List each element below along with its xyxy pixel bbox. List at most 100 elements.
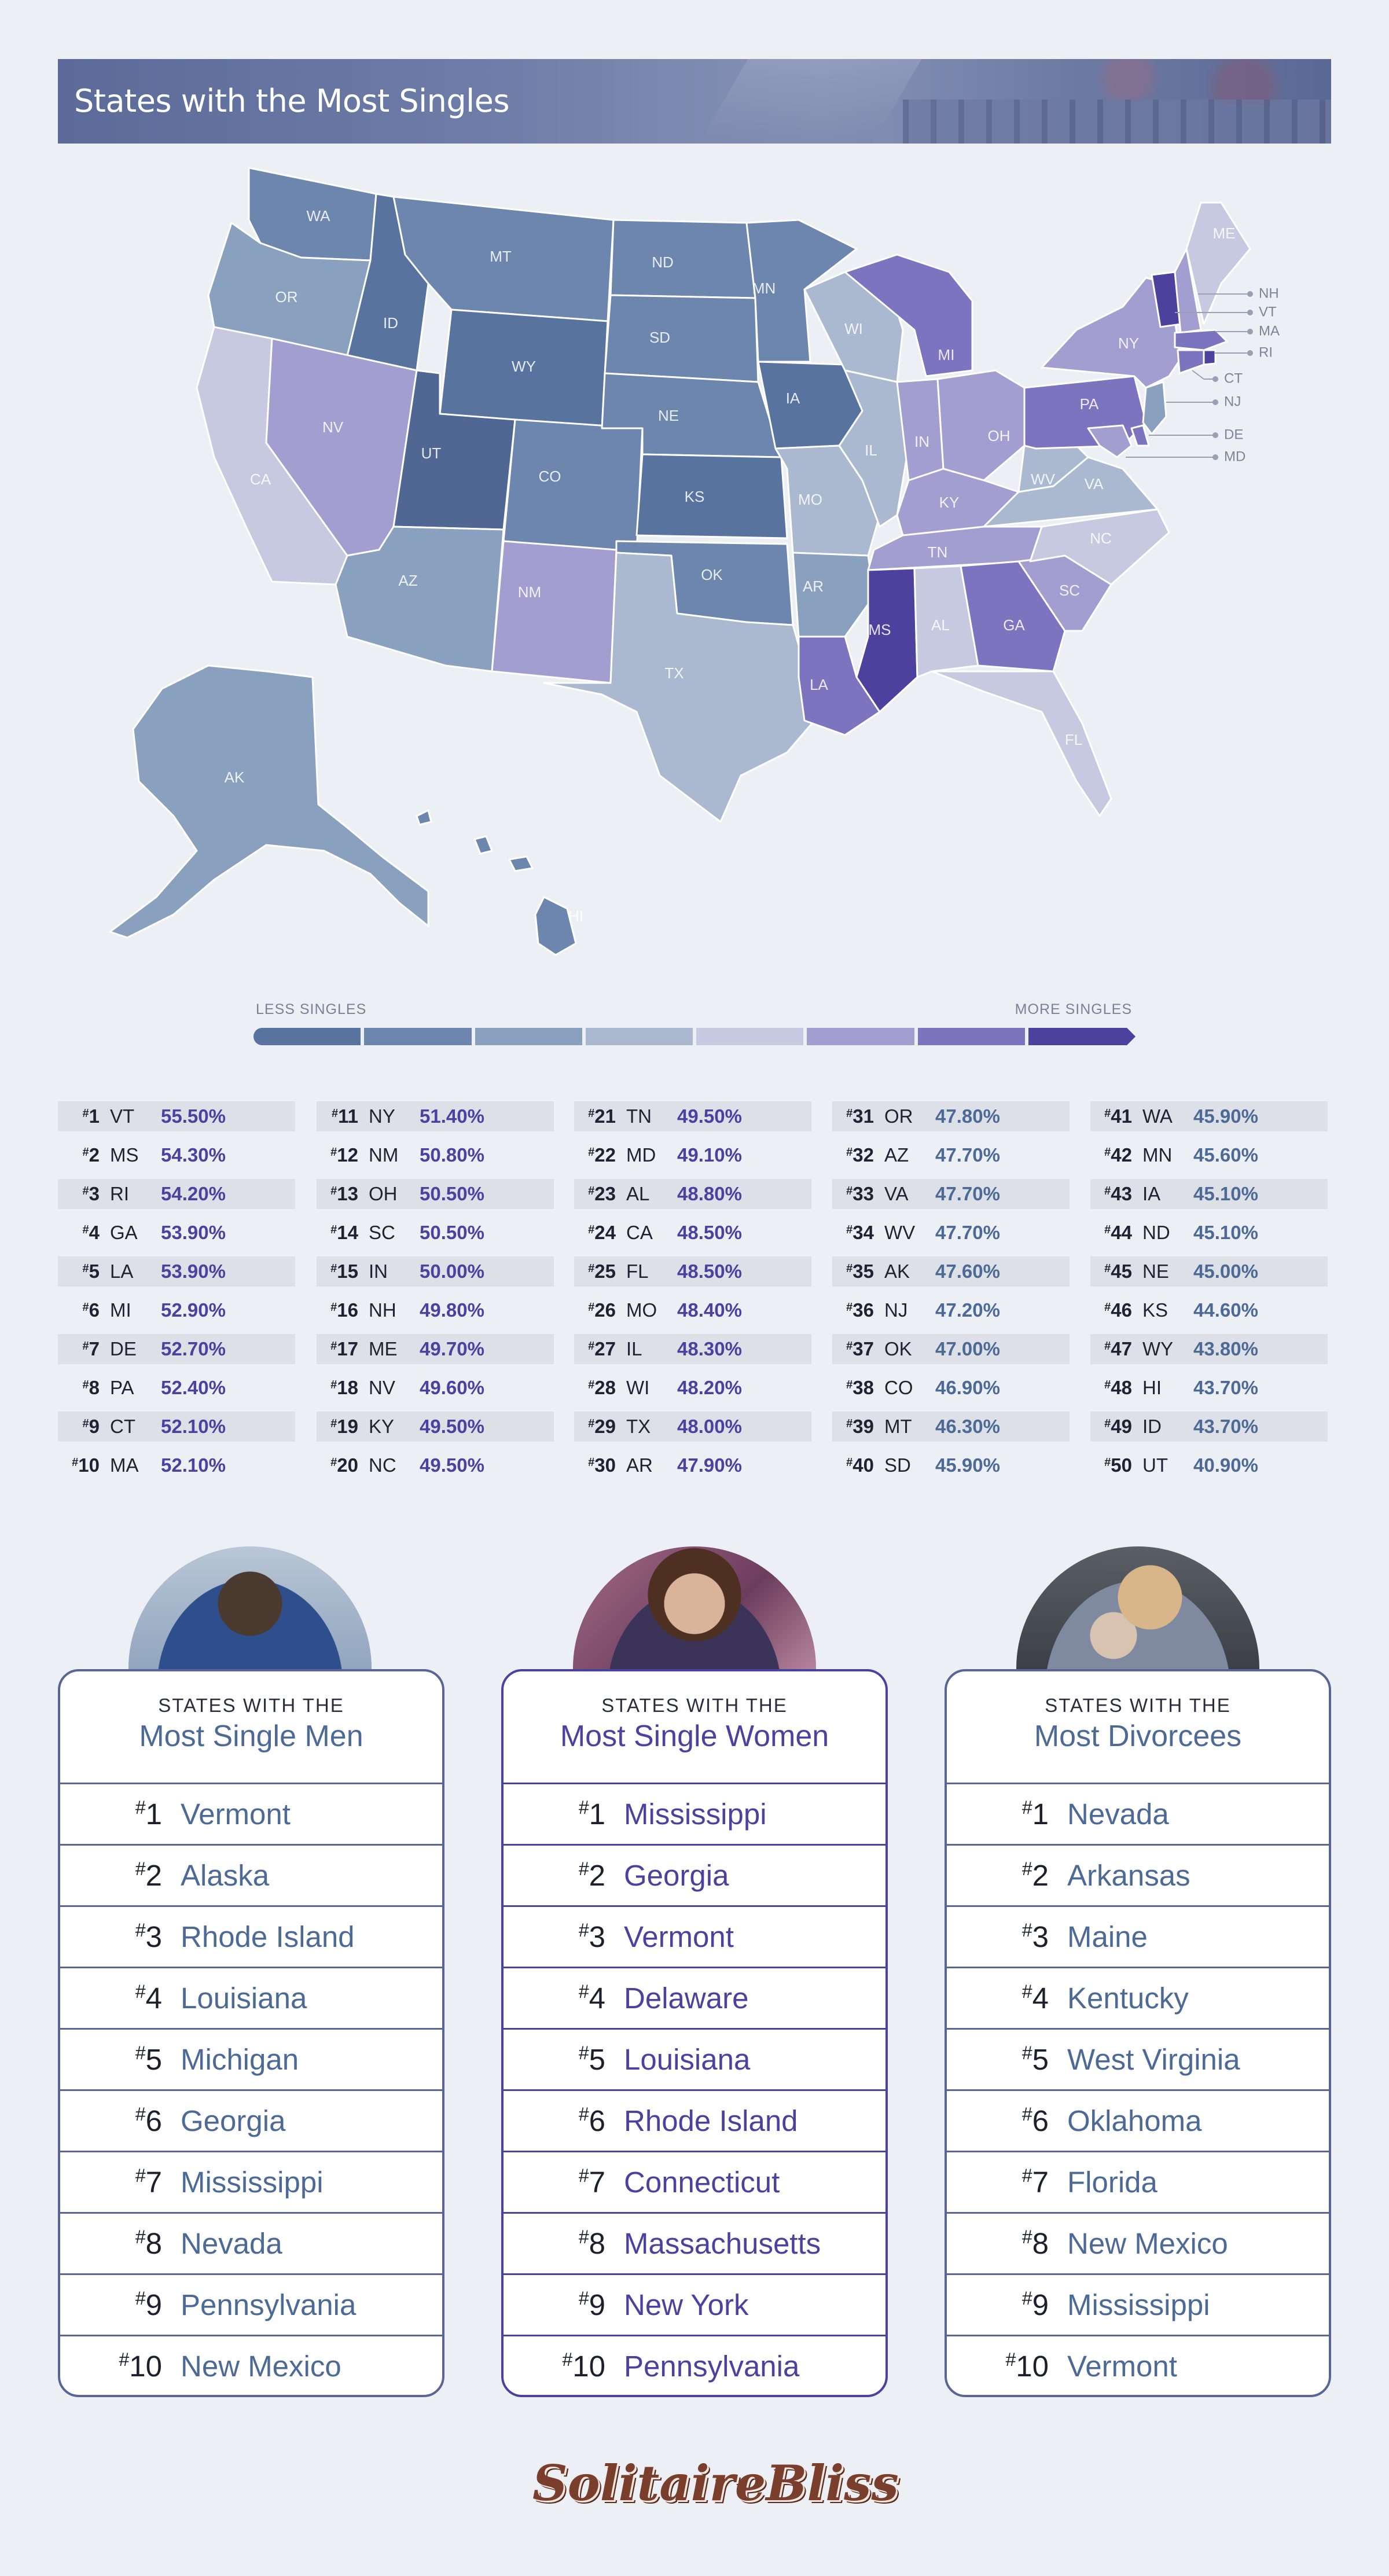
map-label-il: IL [865, 442, 877, 459]
rank-number: #9 [82, 1416, 100, 1437]
single-woman-photo [573, 1546, 816, 1674]
singles-percentage: 48.50% [677, 1261, 742, 1282]
rank-number: #43 [1104, 1183, 1132, 1204]
singles-percentage: 52.10% [161, 1454, 226, 1476]
ranking-grid: #1 VT 55.50% #2 MS 54.30% #3 RI 54.20% #4 GA 53.90%… [58, 1101, 1331, 1476]
solitaire-bliss-logo[interactable]: SolitaireBliss [532, 2454, 899, 2512]
ranking-row: #11 NY 51.40% [317, 1101, 554, 1131]
card-list-item: #8 New Mexico [947, 2212, 1329, 2273]
state-nj [1142, 381, 1167, 435]
card-list-item: #6 Rhode Island [504, 2089, 885, 2151]
ranking-row: #49 ID 43.70% [1090, 1412, 1328, 1442]
state-oh [936, 369, 1026, 482]
rank-number: #49 [1104, 1416, 1132, 1437]
card-rank: #9 [1021, 2288, 1049, 2321]
card-rank: #2 [578, 1858, 605, 1892]
rank-number: #36 [846, 1299, 874, 1321]
map-label-mt: MT [490, 248, 512, 265]
singles-percentage: 52.70% [161, 1338, 226, 1359]
ranking-row: #29 TX 48.00% [574, 1412, 811, 1442]
rank-number: #48 [1104, 1377, 1132, 1398]
singles-percentage: 48.20% [677, 1377, 742, 1398]
legend-less-label: LESS SINGLES [256, 1001, 367, 1017]
card-women-title: Most Single Women [560, 1719, 829, 1753]
singles-percentage: 45.90% [1193, 1105, 1258, 1127]
state-co [502, 418, 644, 554]
card-state-name: Kentucky [1067, 1982, 1189, 2015]
singles-percentage: 45.10% [1193, 1183, 1258, 1204]
map-label-la: LA [810, 676, 828, 693]
singles-percentage: 54.30% [161, 1144, 226, 1166]
singles-percentage: 47.60% [935, 1261, 1000, 1282]
card-state-name: Mississippi [624, 1798, 767, 1831]
map-label-wv: WV [1031, 471, 1056, 488]
card-rank: #6 [1021, 2104, 1049, 2137]
ranking-row: #24 CA 48.50% [574, 1218, 811, 1248]
state-code: OH [369, 1183, 398, 1204]
rank-number: #22 [588, 1144, 616, 1166]
rank-number: #44 [1104, 1222, 1132, 1243]
callout-md: MD [1224, 449, 1245, 464]
banner-trees-image [1042, 59, 1331, 105]
rank-number: #41 [1104, 1105, 1132, 1127]
rank-number: #2 [82, 1144, 100, 1166]
card-list-item: #1 Mississippi [504, 1783, 885, 1844]
divorcee-photo [1016, 1546, 1259, 1674]
state-code: MO [626, 1299, 657, 1321]
state-code: KS [1142, 1299, 1168, 1321]
legend-swatch-1 [253, 1028, 361, 1045]
ranking-row: #21 TN 49.50% [574, 1101, 811, 1131]
state-code: FL [626, 1261, 649, 1282]
ranking-row: #2 MS 54.30% [58, 1140, 295, 1170]
rank-number: #19 [330, 1416, 358, 1437]
card-state-name: Nevada [1067, 1798, 1169, 1831]
rank-number: #20 [330, 1454, 358, 1476]
card-divorcees-list: #1 Nevada #2 Arkansas #3 Maine #4 Kentucky #5 Wes… [947, 1783, 1329, 2395]
state-code: MI [110, 1299, 131, 1321]
rank-number: #39 [846, 1416, 874, 1437]
ranking-row: #26 MO 48.40% [574, 1295, 811, 1325]
ranking-row: #1 VT 55.50% [58, 1101, 295, 1131]
singles-percentage: 53.90% [161, 1222, 226, 1243]
card-state-name: Georgia [624, 1859, 729, 1892]
callout-ri: RI [1259, 344, 1273, 360]
card-state-name: Florida [1067, 2166, 1158, 2199]
map-label-nd: ND [652, 253, 674, 271]
state-code: SC [369, 1222, 395, 1243]
state-ri [1203, 349, 1217, 366]
card-rank: #3 [135, 1920, 162, 1953]
card-rank: #2 [1021, 1858, 1049, 1892]
ranking-row: #38 CO 46.90% [832, 1373, 1070, 1403]
map-label-mi: MI [938, 346, 955, 363]
state-code: CT [110, 1416, 135, 1437]
ranking-row: #5 LA 53.90% [58, 1256, 295, 1287]
card-list-item: #3 Vermont [504, 1905, 885, 1967]
card-state-name: New Mexico [181, 2350, 341, 2383]
singles-percentage: 51.40% [420, 1105, 484, 1127]
rank-number: #24 [588, 1222, 616, 1243]
state-ks [635, 453, 788, 539]
card-rank: #8 [578, 2226, 605, 2260]
state-code: LA [110, 1261, 134, 1282]
map-label-nm: NM [518, 583, 541, 601]
state-code: MT [884, 1416, 912, 1437]
ranking-row: #3 RI 54.20% [58, 1179, 295, 1209]
card-list-item: #5 West Virginia [947, 2028, 1329, 2089]
card-list-item: #5 Louisiana [504, 2028, 885, 2089]
card-list-item: #9 New York [504, 2273, 885, 2335]
singles-percentage: 52.10% [161, 1416, 226, 1437]
ranking-row: #32 AZ 47.70% [832, 1140, 1070, 1170]
rank-number: #8 [82, 1377, 100, 1398]
card-state-name: Rhode Island [181, 1920, 355, 1953]
state-code: VA [884, 1183, 909, 1204]
ranking-row: #23 AL 48.80% [574, 1179, 811, 1209]
state-nd [609, 219, 756, 299]
state-code: AR [626, 1454, 653, 1476]
state-code: HI [1142, 1377, 1162, 1398]
map-label-co: CO [539, 468, 561, 485]
ranking-row: #4 GA 53.90% [58, 1218, 295, 1248]
card-list-item: #10 Pennsylvania [504, 2335, 885, 2395]
card-rank: #8 [1021, 2226, 1049, 2260]
rank-number: #32 [846, 1144, 874, 1166]
card-rank: #10 [562, 2349, 605, 2383]
